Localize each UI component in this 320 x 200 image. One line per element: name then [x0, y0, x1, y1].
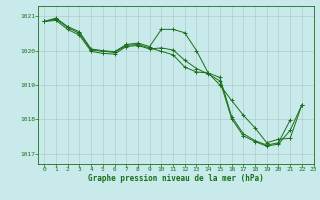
X-axis label: Graphe pression niveau de la mer (hPa): Graphe pression niveau de la mer (hPa) — [88, 174, 264, 183]
